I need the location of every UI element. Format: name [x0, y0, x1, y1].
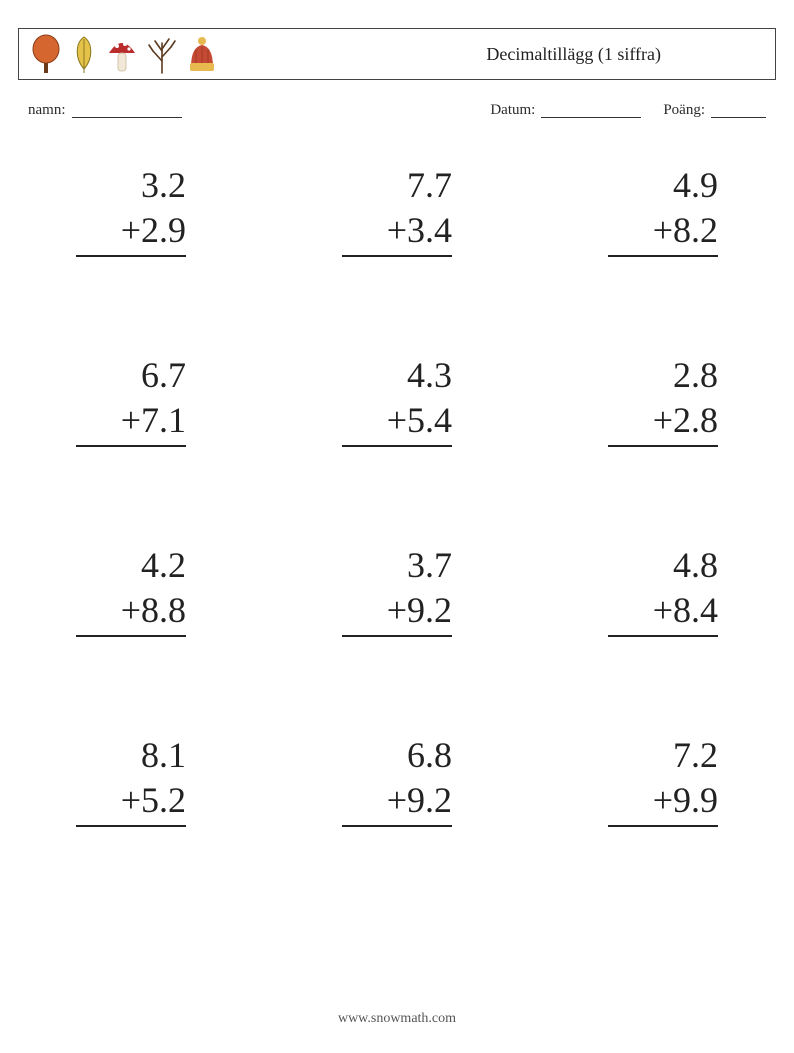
- header-box: Decimaltillägg (1 siffra): [18, 28, 776, 80]
- operand-bottom: +9.2: [342, 588, 452, 637]
- operand-top: 2.8: [608, 353, 718, 398]
- problem: 4.9+8.2: [608, 163, 718, 257]
- problem: 8.1+5.2: [76, 733, 186, 827]
- operand-top: 3.2: [76, 163, 186, 208]
- operand-bottom: +3.4: [342, 208, 452, 257]
- meta-row: namn: Datum: Poäng:: [28, 102, 766, 119]
- meta-right: Datum: Poäng:: [490, 102, 766, 119]
- meta-name: namn:: [28, 102, 182, 119]
- name-blank[interactable]: [72, 102, 182, 118]
- problem: 7.7+3.4: [342, 163, 452, 257]
- operand-bottom: +5.2: [76, 778, 186, 827]
- operand-bottom: +2.9: [76, 208, 186, 257]
- worksheet-title: Decimaltillägg (1 siffra): [486, 44, 761, 65]
- operand-bottom: +2.8: [608, 398, 718, 447]
- beanie-hat-icon: [185, 33, 219, 75]
- leaf-yellow-icon: [69, 33, 99, 75]
- problem: 3.2+2.9: [76, 163, 186, 257]
- operand-top: 8.1: [76, 733, 186, 778]
- operand-top: 6.7: [76, 353, 186, 398]
- problem-grid: 3.2+2.97.7+3.44.9+8.26.7+7.14.3+5.42.8+2…: [58, 163, 736, 827]
- operand-top: 6.8: [342, 733, 452, 778]
- date-label: Datum:: [490, 102, 535, 119]
- worksheet-page: Decimaltillägg (1 siffra) namn: Datum: P…: [0, 0, 794, 1053]
- operand-bottom: +5.4: [342, 398, 452, 447]
- operand-bottom: +8.2: [608, 208, 718, 257]
- mushroom-icon: [105, 33, 139, 75]
- name-label: namn:: [28, 102, 66, 119]
- operand-top: 7.2: [608, 733, 718, 778]
- problem: 4.2+8.8: [76, 543, 186, 637]
- score-blank[interactable]: [711, 102, 766, 118]
- problem: 3.7+9.2: [342, 543, 452, 637]
- date-blank[interactable]: [541, 102, 641, 118]
- operand-bottom: +9.9: [608, 778, 718, 827]
- operand-top: 4.3: [342, 353, 452, 398]
- operand-top: 3.7: [342, 543, 452, 588]
- operand-top: 4.8: [608, 543, 718, 588]
- bare-tree-icon: [145, 33, 179, 75]
- footer-link[interactable]: www.snowmath.com: [0, 1011, 794, 1027]
- score-label: Poäng:: [663, 102, 705, 119]
- operand-bottom: +8.4: [608, 588, 718, 637]
- operand-bottom: +9.2: [342, 778, 452, 827]
- problem: 2.8+2.8: [608, 353, 718, 447]
- operand-top: 7.7: [342, 163, 452, 208]
- problem: 7.2+9.9: [608, 733, 718, 827]
- operand-top: 4.2: [76, 543, 186, 588]
- operand-bottom: +8.8: [76, 588, 186, 637]
- tree-orange-icon: [29, 33, 63, 75]
- problem: 6.7+7.1: [76, 353, 186, 447]
- problem: 4.8+8.4: [608, 543, 718, 637]
- problem: 4.3+5.4: [342, 353, 452, 447]
- operand-bottom: +7.1: [76, 398, 186, 447]
- operand-top: 4.9: [608, 163, 718, 208]
- problem: 6.8+9.2: [342, 733, 452, 827]
- header-icons: [29, 33, 219, 75]
